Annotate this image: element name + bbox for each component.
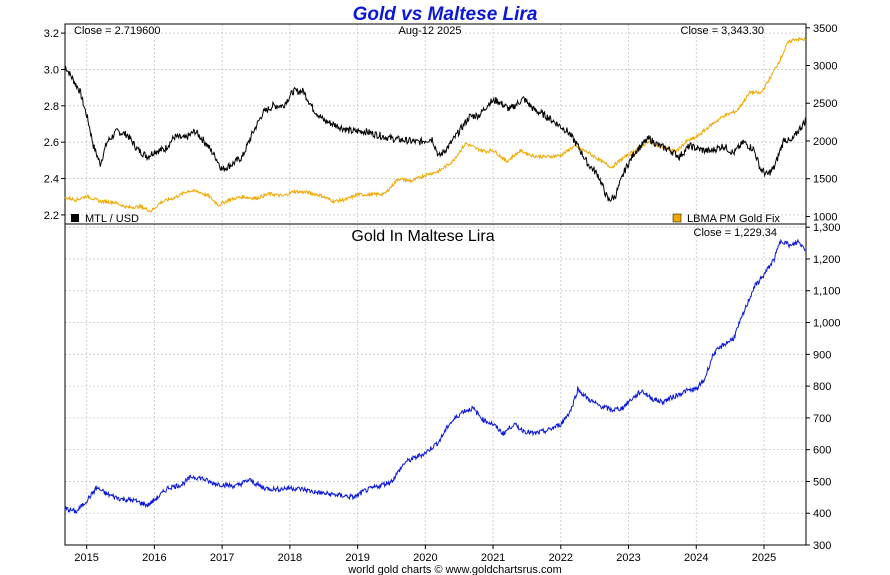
legend-label-lbma-gold-fix: LBMA PM Gold Fix [687,213,780,225]
tick-label-x-1: 2016 [142,552,166,564]
tick-label-x-5: 2020 [413,552,437,564]
tick-label-x-8: 2023 [616,552,640,564]
legend-swatch-lbma-gold-fix [672,213,682,223]
tick-label-left-5: 3.2 [44,28,59,40]
chart-title: Gold vs Maltese Lira [353,4,538,25]
tick-label-bottom-right-1: 400 [813,508,831,520]
series-line-gold-in-maltese-lira [64,238,807,514]
tick-label-x-3: 2018 [278,552,302,564]
tick-label-x-4: 2019 [345,552,369,564]
tick-label-x-9: 2024 [684,552,708,564]
tick-label-right-4: 3000 [813,61,837,73]
bottom-panel-title: Gold In Maltese Lira [351,228,494,245]
tick-label-bottom-right-4: 700 [813,413,831,425]
tick-label-left-1: 2.4 [44,174,59,186]
bottom-panel: 300 400 500 600 700 800 900 1,000 1,100 1,200 1,30… [64,222,841,564]
top-panel: 2.2 2.4 2.6 2.8 3.0 3.2 1000 1500 2000 2500 3000 3… [44,23,838,225]
tick-label-bottom-right-3: 600 [813,445,831,457]
tick-label-bottom-right-0: 300 [813,540,831,552]
tick-label-left-0: 2.2 [44,210,59,222]
bottom-grid [65,224,806,546]
tick-label-x-0: 2015 [74,552,98,564]
tick-label-bottom-right-6: 900 [813,349,831,361]
close-left-annotation: Close = 2.719600 [74,25,161,37]
tick-label-left-3: 2.8 [44,101,59,113]
tick-label-bottom-right-10: 1,300 [813,222,841,234]
top-panel-frame [64,23,807,225]
tick-label-bottom-right-2: 500 [813,476,831,488]
credit-footer: world gold charts © www.goldchartsrus.co… [347,564,562,575]
tick-label-bottom-right-7: 1,000 [813,318,841,330]
bottom-close-annotation: Close = 1,229.34 [694,227,777,239]
top-grid [65,24,806,224]
tick-label-right-2: 2000 [813,136,837,148]
date-annotation: Aug-12 2025 [399,25,462,37]
series-line-mtl-usd [64,65,807,202]
legend-label-mtl-usd: MTL / USD [85,213,139,225]
legend: MTL / USD LBMA PM Gold Fix [71,213,780,225]
x-axis: 2015 2016 2017 2018 2019 2020 2021 2022 2023 2024… [74,545,776,564]
tick-label-bottom-right-8: 1,100 [813,286,841,298]
series-line-lbma-gold-fix [64,36,807,213]
legend-swatch-mtl-usd [71,214,79,222]
tick-label-bottom-right-5: 800 [813,381,831,393]
tick-label-x-6: 2021 [481,552,505,564]
tick-label-x-7: 2022 [549,552,573,564]
tick-label-right-3: 2500 [813,98,837,110]
top-right-axis: 1000 1500 2000 2500 3000 3500 [806,23,837,223]
tick-label-right-0: 1000 [813,211,837,223]
bottom-right-axis: 300 400 500 600 700 800 900 1,000 1,100 1,200 1,30… [806,222,841,552]
close-right-annotation: Close = 3,343.30 [681,25,764,37]
tick-label-right-5: 3500 [813,23,837,35]
tick-label-x-2: 2017 [210,552,234,564]
top-left-axis: 2.2 2.4 2.6 2.8 3.0 3.2 [44,28,65,222]
tick-label-right-1: 1500 [813,174,837,186]
tick-label-left-4: 3.0 [44,64,59,76]
bottom-panel-frame [64,223,807,546]
tick-label-bottom-right-9: 1,200 [813,254,841,266]
tick-label-x-10: 2025 [752,552,776,564]
tick-label-left-2: 2.6 [44,137,59,149]
